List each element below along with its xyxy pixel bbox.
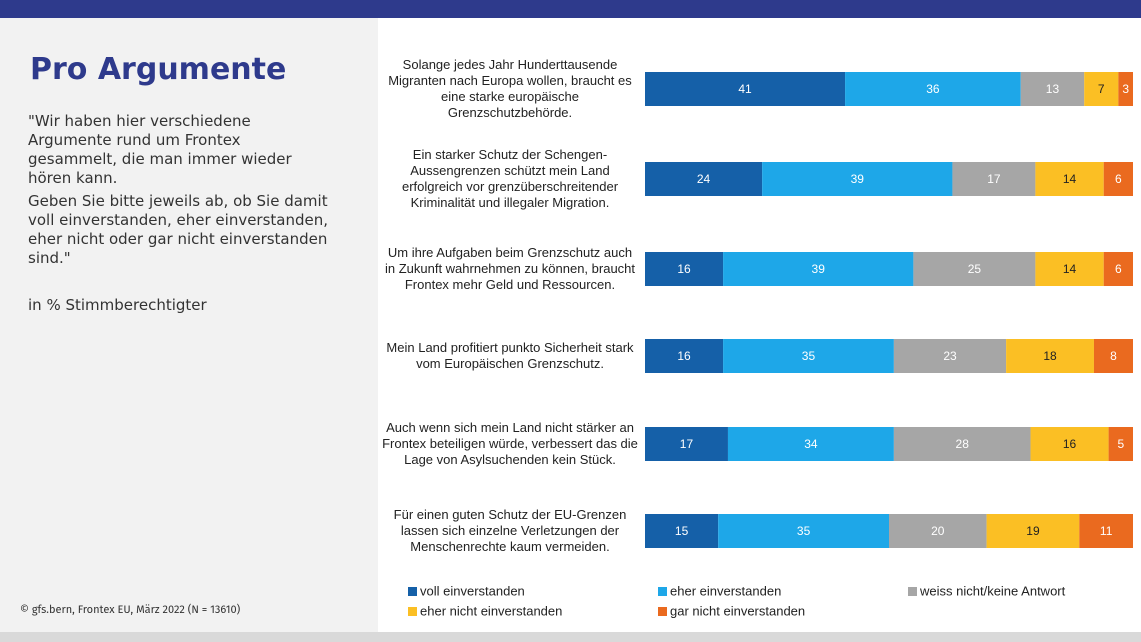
bar-segment bbox=[1093, 339, 1133, 373]
value-label: 19 bbox=[1026, 524, 1040, 538]
value-label: 25 bbox=[968, 262, 982, 276]
value-label: 7 bbox=[1098, 82, 1105, 96]
value-label: 39 bbox=[851, 172, 865, 186]
value-label: 39 bbox=[812, 262, 826, 276]
bar-segment bbox=[1030, 427, 1109, 461]
value-label: 36 bbox=[926, 82, 940, 96]
bar-segment bbox=[645, 72, 846, 106]
unit-note: in % Stimmberechtigter bbox=[28, 296, 207, 314]
legend-label: weiss nicht/keine Antwort bbox=[919, 583, 1066, 598]
value-label: 34 bbox=[804, 437, 818, 451]
legend-label: gar nicht einverstanden bbox=[670, 603, 805, 618]
bar-segment bbox=[645, 514, 719, 548]
bar-segment bbox=[1079, 514, 1133, 548]
legend-swatch bbox=[408, 587, 417, 596]
bottom-bar bbox=[0, 632, 1141, 642]
value-label: 23 bbox=[943, 349, 957, 363]
bar-segment bbox=[1020, 72, 1085, 106]
bar-segment bbox=[718, 514, 889, 548]
value-label: 6 bbox=[1115, 172, 1122, 186]
value-label: 14 bbox=[1063, 172, 1077, 186]
bar-segment bbox=[845, 72, 1021, 106]
legend-swatch bbox=[908, 587, 917, 596]
value-label: 15 bbox=[675, 524, 689, 538]
value-label: 16 bbox=[677, 349, 691, 363]
legend-swatch bbox=[408, 607, 417, 616]
value-label: 28 bbox=[956, 437, 970, 451]
bar-segment bbox=[893, 339, 1007, 373]
bar-segment bbox=[1035, 162, 1104, 196]
bar-segment bbox=[1035, 252, 1104, 286]
description: "Wir haben hier verschiedene Argumente r… bbox=[28, 112, 292, 187]
legend-label: eher einverstanden bbox=[670, 583, 781, 598]
value-label: 11 bbox=[1100, 524, 1113, 538]
bar-segment bbox=[1084, 72, 1119, 106]
value-label: 8 bbox=[1110, 349, 1117, 363]
legend-label: voll einverstanden bbox=[420, 583, 525, 598]
bar-segment bbox=[1006, 339, 1094, 373]
category-label: Mein Land profitiert punkto Sicherheit s… bbox=[386, 340, 634, 371]
value-label: 16 bbox=[1063, 437, 1077, 451]
value-label: 3 bbox=[1122, 82, 1129, 96]
bar-segment bbox=[723, 339, 894, 373]
bar-segment bbox=[645, 427, 728, 461]
legend-swatch bbox=[658, 607, 667, 616]
value-label: 6 bbox=[1115, 262, 1122, 276]
description: Geben Sie bitte jeweils ab, ob Sie damit… bbox=[28, 192, 329, 267]
legend-label: eher nicht einverstanden bbox=[420, 603, 562, 618]
bar-segment bbox=[762, 162, 953, 196]
bar-segment bbox=[913, 252, 1036, 286]
value-label: 41 bbox=[738, 82, 752, 96]
bar-segment bbox=[986, 514, 1080, 548]
bar-segment bbox=[1103, 252, 1133, 286]
value-label: 24 bbox=[697, 172, 711, 186]
value-label: 16 bbox=[677, 262, 691, 276]
value-label: 5 bbox=[1117, 437, 1124, 451]
bar-segment bbox=[1103, 162, 1133, 196]
value-label: 20 bbox=[931, 524, 945, 538]
category-label: Um ihre Aufgaben beim Grenzschutz auch i… bbox=[384, 245, 636, 292]
bar-segment bbox=[893, 427, 1031, 461]
value-label: 14 bbox=[1063, 262, 1077, 276]
value-label: 18 bbox=[1043, 349, 1057, 363]
value-label: 35 bbox=[797, 524, 811, 538]
bar-segment bbox=[723, 252, 914, 286]
category-label: Ein starker Schutz der Schengen-Aussengr… bbox=[401, 147, 619, 210]
bar-segment bbox=[1118, 72, 1133, 106]
value-label: 17 bbox=[680, 437, 694, 451]
category-label: Für einen guten Schutz der EU-Grenzen la… bbox=[393, 507, 627, 554]
bar-segment bbox=[645, 162, 763, 196]
category-label: Auch wenn sich mein Land nicht stärker a… bbox=[382, 420, 638, 467]
value-label: 17 bbox=[987, 172, 1001, 186]
bar-segment bbox=[645, 252, 724, 286]
top-bar bbox=[0, 0, 1141, 18]
bar-segment bbox=[952, 162, 1036, 196]
title: Pro Argumente bbox=[30, 52, 287, 87]
legend-swatch bbox=[658, 587, 667, 596]
bar-segment bbox=[1108, 427, 1133, 461]
source: © gfs.bern, Frontex EU, März 2022 (N = 1… bbox=[20, 603, 241, 616]
bar-segment bbox=[727, 427, 894, 461]
value-label: 13 bbox=[1046, 82, 1060, 96]
value-label: 35 bbox=[802, 349, 816, 363]
bar-segment bbox=[645, 339, 724, 373]
category-label: Solange jedes Jahr Hunderttausende Migra… bbox=[388, 57, 632, 120]
bar-segment bbox=[889, 514, 987, 548]
side-panel bbox=[0, 18, 378, 632]
